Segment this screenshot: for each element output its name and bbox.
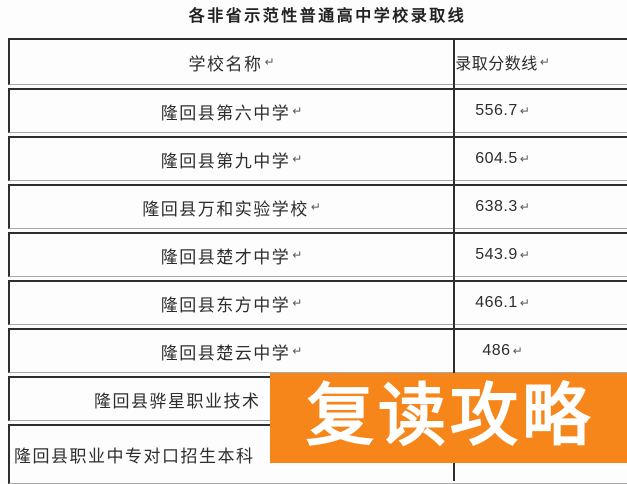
return-mark: ↵	[264, 55, 275, 69]
return-mark: ↵	[539, 55, 550, 69]
table-row: 隆回县第九中学 ↵ 604.5 ↵	[8, 136, 627, 181]
table-row: 隆回县楚云中学 ↵ 486 ↵	[8, 328, 627, 373]
score-value: 556.7	[475, 102, 518, 119]
score-value: 486	[482, 342, 511, 359]
return-mark: ↵	[292, 104, 303, 118]
school-cell: 隆回县万和实验学校 ↵	[10, 186, 453, 228]
table-row: 隆回县楚才中学 ↵ 543.9 ↵	[8, 232, 627, 277]
return-mark: ↵	[519, 200, 530, 214]
return-mark: ↵	[310, 200, 321, 214]
score-cell: 486 ↵	[455, 330, 627, 372]
page-title: 各非省示范性普通高中学校录取线	[188, 8, 467, 25]
score-value: 604.5	[475, 150, 518, 167]
table-row: 隆回县第六中学 ↵ 556.7 ↵	[8, 88, 627, 133]
score-value: 543.9	[475, 246, 518, 263]
school-cell: 隆回县职业中专对口招生本科	[10, 426, 453, 483]
school-name: 隆回县东方中学	[160, 295, 291, 315]
school-cell: 隆回县第六中学 ↵	[10, 90, 453, 132]
return-mark: ↵	[292, 296, 303, 310]
school-name: 隆回县楚才中学	[160, 247, 291, 267]
school-cell: 隆回县第九中学 ↵	[10, 138, 453, 180]
table-row: 隆回县万和实验学校 ↵ 638.3 ↵	[8, 184, 627, 229]
school-name: 隆回县骅星职业技术	[94, 391, 261, 411]
school-name: 隆回县楚云中学	[160, 343, 291, 363]
school-name: 隆回县第九中学	[160, 151, 291, 171]
return-mark: ↵	[519, 104, 530, 118]
column-divider	[453, 38, 455, 481]
score-header-cell: 录取分数线 ↵	[455, 40, 627, 84]
score-cell: 556.7 ↵	[455, 90, 627, 132]
admissions-table: 学校名称 ↵ 录取分数线 ↵ 隆回县第六中学 ↵ 556.7 ↵ 隆回县第九中学 ↵ 60…	[8, 38, 627, 484]
return-mark: ↵	[519, 248, 530, 262]
school-name: 隆回县职业中专对口招生本科	[14, 447, 255, 466]
return-mark: ↵	[292, 248, 303, 262]
score-value: 638.3	[475, 198, 518, 215]
return-mark: ↵	[512, 344, 523, 358]
school-name: 隆回县第六中学	[160, 103, 291, 123]
score-cell: 604.5 ↵	[455, 138, 627, 180]
overlay-label: 复读攻略	[305, 378, 594, 454]
return-mark: ↵	[292, 152, 303, 166]
score-header-label: 录取分数线	[455, 56, 538, 73]
school-name: 隆回县万和实验学校	[142, 199, 309, 219]
score-cell: 638.3 ↵	[455, 186, 627, 228]
score-cell: 466.1 ↵	[455, 282, 627, 324]
return-mark: ↵	[519, 152, 530, 166]
return-mark: ↵	[292, 344, 303, 358]
school-header-label: 学校名称	[188, 54, 263, 74]
school-cell: 隆回县东方中学 ↵	[10, 282, 453, 324]
score-value: 466.1	[475, 294, 518, 311]
school-cell: 隆回县楚云中学 ↵	[10, 330, 453, 372]
school-header-cell: 学校名称 ↵	[10, 40, 453, 84]
table-header-row: 学校名称 ↵ 录取分数线 ↵	[8, 38, 627, 85]
score-cell: 543.9 ↵	[455, 234, 627, 276]
school-cell: 隆回县楚才中学 ↵	[10, 234, 453, 276]
return-mark: ↵	[519, 296, 530, 310]
table-row: 隆回县东方中学 ↵ 466.1 ↵	[8, 280, 627, 325]
school-cell: 隆回县骅星职业技术	[10, 378, 453, 420]
overlay-banner: 复读攻略	[270, 373, 627, 463]
